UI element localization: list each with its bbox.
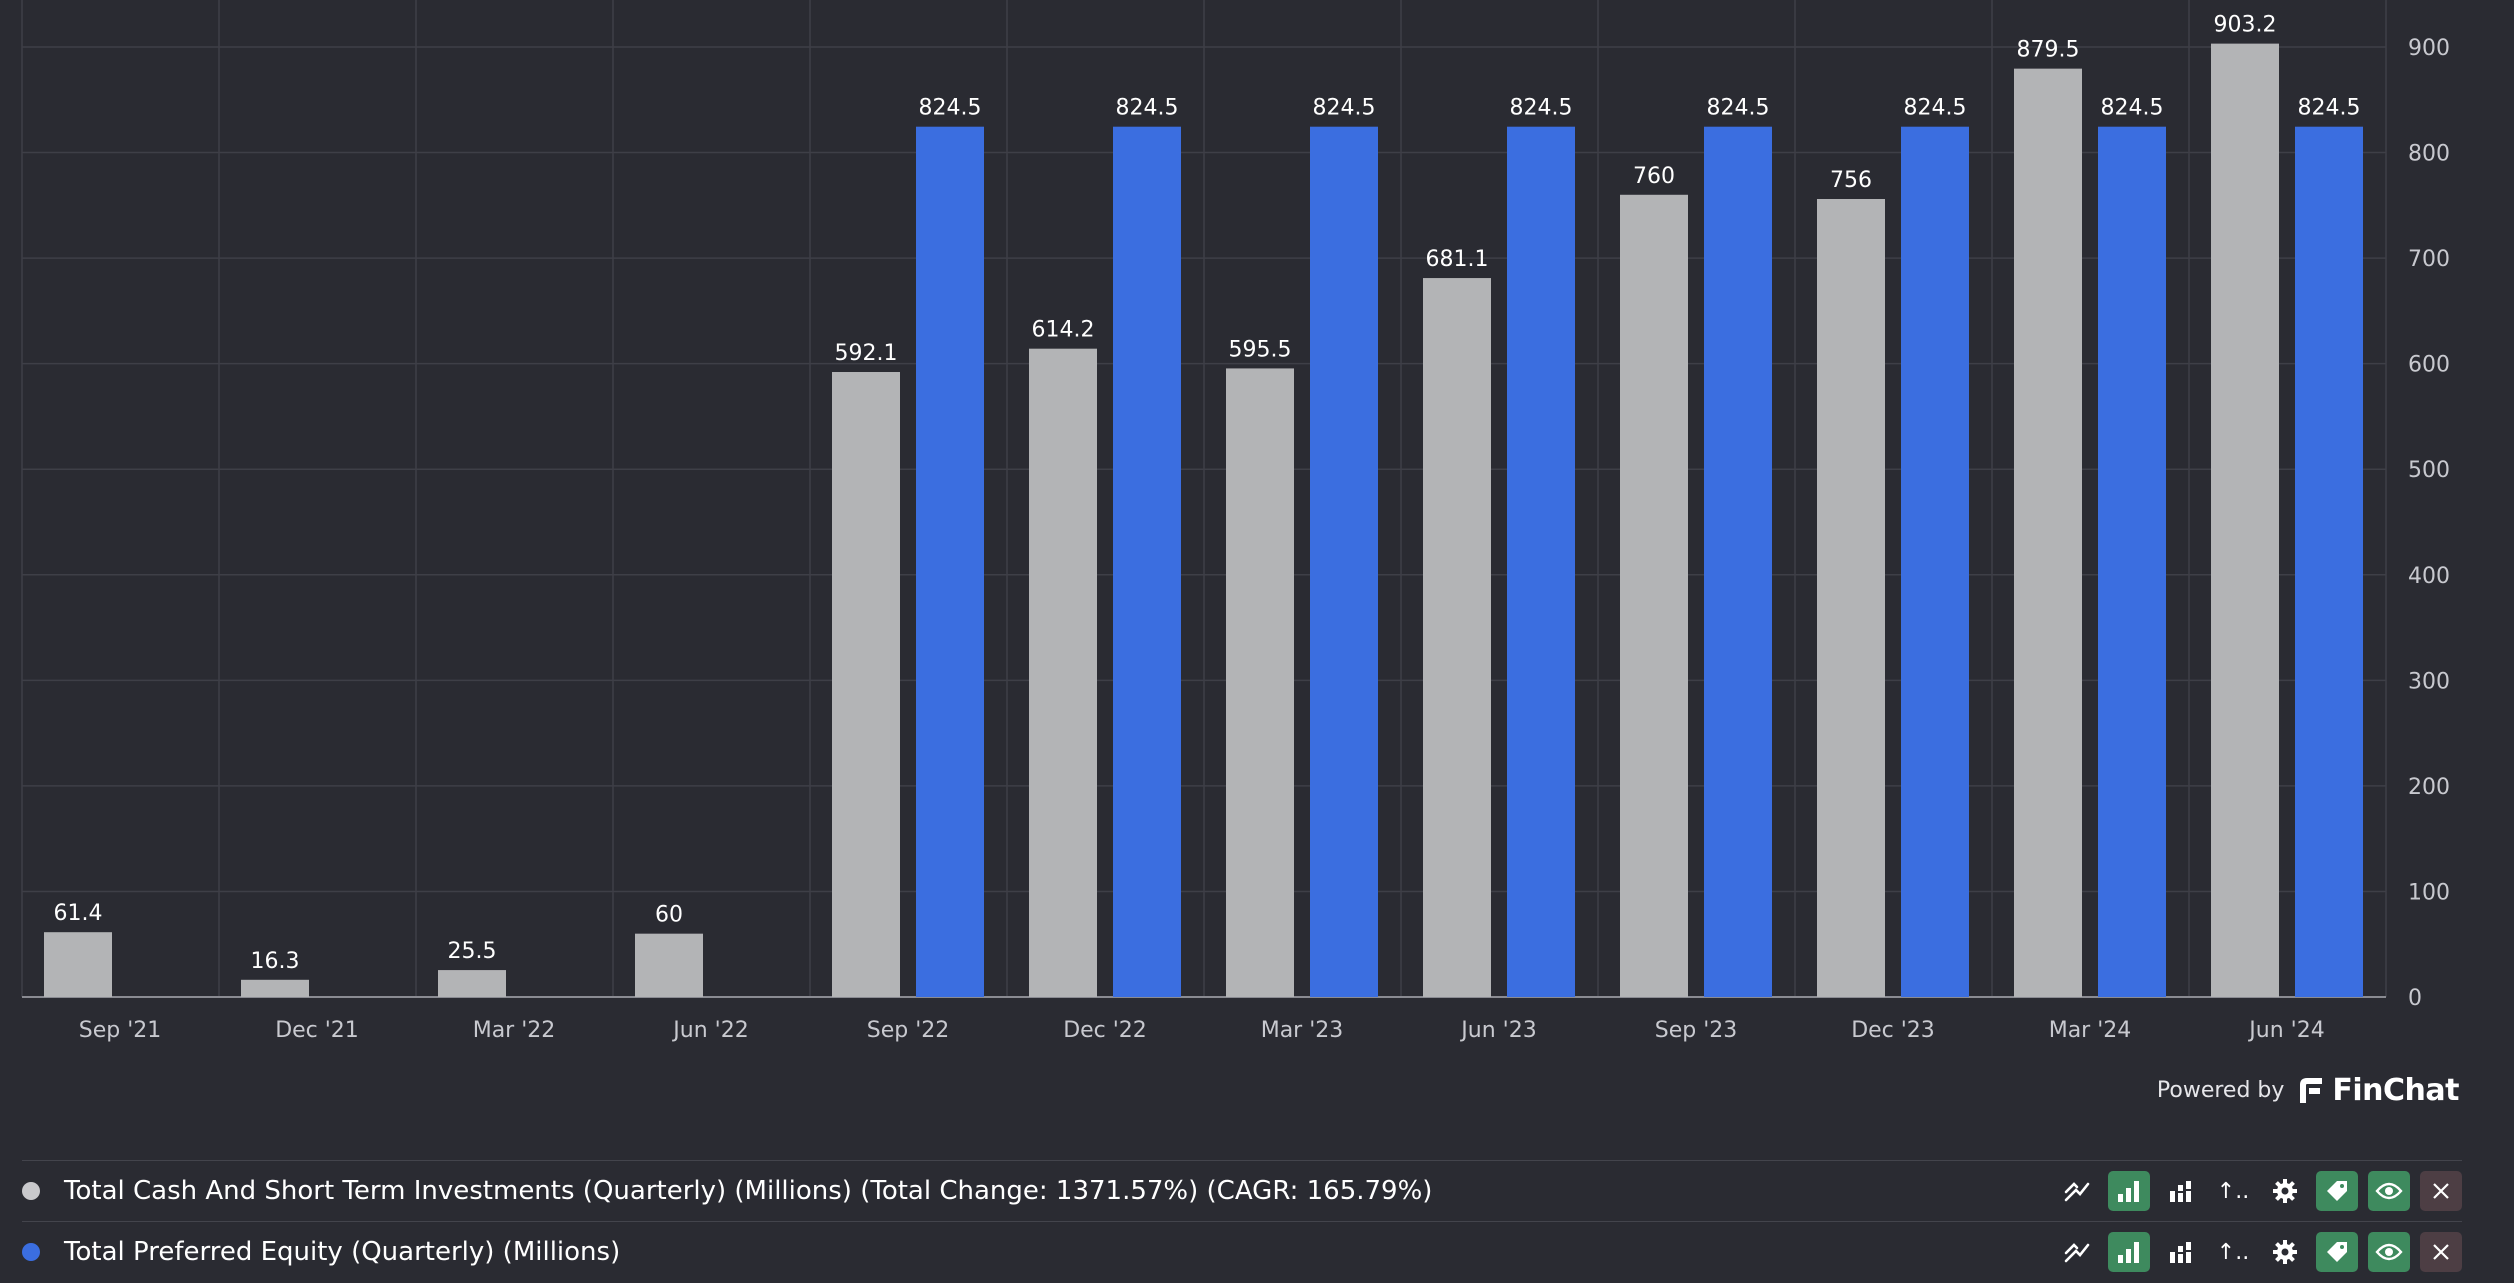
y-tick-label: 300 [2408,669,2450,694]
axis-icon[interactable]: ↑.. [2216,1178,2250,1204]
x-tick-label: Mar '24 [2049,1018,2132,1043]
y-tick-label: 0 [2408,986,2422,1011]
legend-row-preferred[interactable]: Total Preferred Equity (Quarterly) (Mill… [22,1221,2462,1282]
data-label-series-0-2: 25.5 [448,939,497,964]
x-tick-label: Sep '21 [79,1018,162,1043]
gear-icon[interactable] [2264,1171,2306,1211]
data-label-series-1-8: 824.5 [1707,96,1770,121]
stacked-bar-icon[interactable] [2160,1232,2202,1272]
eye-icon[interactable] [2368,1171,2410,1211]
x-tick-label: Mar '22 [473,1018,556,1043]
tag-icon[interactable] [2316,1232,2358,1272]
data-label-series-1-9: 824.5 [1904,96,1967,121]
axis-icon[interactable]: ↑.. [2216,1239,2250,1265]
x-tick-label: Jun '23 [1459,1018,1536,1043]
bars [44,43,2363,998]
bar-series-0-5[interactable] [1029,348,1097,998]
data-label-series-1-5: 824.5 [1116,96,1179,121]
bar-series-1-5[interactable] [1113,126,1181,997]
data-label-series-0-8: 760 [1633,164,1675,189]
bar-series-0-7[interactable] [1423,278,1491,997]
x-tick-label: Sep '23 [1655,1018,1738,1043]
legend-label-preferred: Total Preferred Equity (Quarterly) (Mill… [64,1237,621,1267]
bar-series-1-11[interactable] [2295,126,2363,997]
bar-series-1-4[interactable] [916,126,984,997]
grid-lines [21,0,2387,998]
bar-series-0-3[interactable] [635,933,703,997]
legend: Total Cash And Short Term Investments (Q… [22,1160,2462,1282]
bar-series-0-0[interactable] [44,932,112,997]
data-label-series-1-11: 824.5 [2298,96,2361,121]
y-tick-label: 200 [2408,775,2450,800]
close-icon[interactable] [2420,1232,2462,1272]
finchat-mark-icon [2300,1078,2323,1103]
data-label-series-0-10: 879.5 [2017,38,2080,63]
brand-name: FinChat [2332,1072,2459,1108]
bar-series-0-4[interactable] [832,372,900,997]
y-tick-label: 400 [2408,564,2450,589]
bar-series-0-8[interactable] [1620,194,1688,997]
chart-area: 61.4 16.3 25.5 60 592.1 824.5 614.2 824.5 595.5 8… [21,0,2450,1043]
bar-series-0-11[interactable] [2211,43,2279,998]
y-tick-label: 900 [2408,36,2450,61]
bar-series-1-7[interactable] [1507,126,1575,997]
eye-icon[interactable] [2368,1232,2410,1272]
bar-series-1-8[interactable] [1704,126,1772,997]
y-tick-label: 700 [2408,247,2450,272]
x-tick-label: Jun '22 [671,1018,748,1043]
series-controls-preferred: ↑.. [2056,1232,2462,1272]
tag-icon[interactable] [2316,1171,2358,1211]
bar-series-0-6[interactable] [1226,368,1294,998]
y-tick-label: 100 [2408,880,2450,905]
data-labels: 61.4 16.3 25.5 60 592.1 824.5 614.2 824.5 595.5 8… [54,13,2361,974]
line-chart-icon[interactable] [2056,1171,2098,1211]
bar-series-1-6[interactable] [1310,126,1378,997]
powered-by[interactable]: Powered by FinChat [2156,1070,2460,1110]
line-chart-icon[interactable] [2056,1232,2098,1272]
data-label-series-1-10: 824.5 [2101,96,2164,121]
bar-chart-icon[interactable] [2108,1232,2150,1272]
y-tick-label: 800 [2408,142,2450,167]
data-label-series-0-9: 756 [1830,168,1872,193]
close-icon[interactable] [2420,1171,2462,1211]
bar-series-1-10[interactable] [2098,126,2166,997]
data-label-series-0-4: 592.1 [835,341,898,366]
data-label-series-0-11: 903.2 [2214,13,2277,38]
gear-icon[interactable] [2264,1232,2306,1272]
legend-label-cash: Total Cash And Short Term Investments (Q… [64,1176,1433,1206]
y-axis-ticks: 0 100 200 300 400 500 600 700 800 900 [2408,36,2450,1011]
x-tick-label: Jun '24 [2247,1018,2324,1043]
y-tick-label: 600 [2408,353,2450,378]
finchat-logo: FinChat [2296,1073,2459,1108]
data-label-series-0-0: 61.4 [54,901,103,926]
series-controls-cash: ↑.. [2056,1171,2462,1211]
legend-dot-cash [22,1182,40,1200]
data-label-series-0-1: 16.3 [251,949,300,974]
powered-by-text: Powered by [2156,1077,2285,1103]
data-label-series-0-6: 595.5 [1229,337,1292,362]
bar-chart-icon[interactable] [2108,1171,2150,1211]
bar-chart: 61.4 16.3 25.5 60 592.1 824.5 614.2 824.5 595.5 8… [21,0,2450,1043]
bar-series-1-9[interactable] [1901,126,1969,997]
x-tick-label: Dec '22 [1063,1018,1147,1043]
x-axis-ticks: Sep '21 Dec '21 Mar '22 Jun '22 Sep '22 Dec '… [79,1018,2325,1043]
bar-series-0-9[interactable] [1817,199,1885,997]
data-label-series-0-3: 60 [655,903,683,928]
data-label-series-1-4: 824.5 [919,96,982,121]
bar-series-0-10[interactable] [2014,68,2082,997]
data-label-series-0-5: 614.2 [1032,318,1095,343]
x-tick-label: Mar '23 [1261,1018,1344,1043]
legend-dot-preferred [22,1243,40,1261]
x-tick-label: Dec '23 [1851,1018,1935,1043]
stacked-bar-icon[interactable] [2160,1171,2202,1211]
legend-row-cash[interactable]: Total Cash And Short Term Investments (Q… [22,1160,2462,1221]
data-label-series-1-6: 824.5 [1313,96,1376,121]
data-label-series-1-7: 824.5 [1510,96,1573,121]
bar-series-0-1[interactable] [241,979,309,997]
data-label-series-0-7: 681.1 [1426,247,1489,272]
x-tick-label: Sep '22 [867,1018,950,1043]
bar-series-0-2[interactable] [438,970,506,997]
y-tick-label: 500 [2408,458,2450,483]
x-tick-label: Dec '21 [275,1018,359,1043]
